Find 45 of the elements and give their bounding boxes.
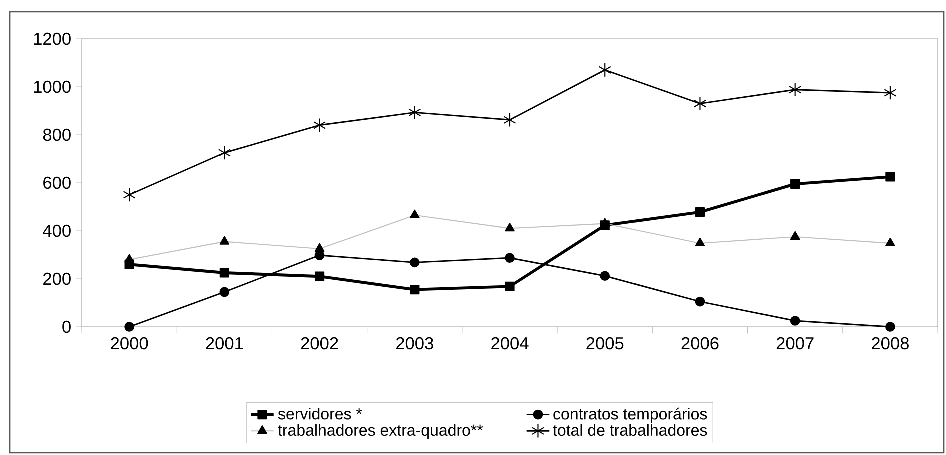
x-tick-label: 2006 xyxy=(682,337,719,350)
y-tick-label: 800 xyxy=(43,128,71,142)
legend-label: servidores * xyxy=(278,408,362,420)
point xyxy=(124,322,134,332)
point xyxy=(220,287,230,298)
point xyxy=(410,285,420,295)
point xyxy=(600,271,610,282)
point xyxy=(505,282,515,292)
y-tick-label: 200 xyxy=(44,272,71,286)
x-tick-label: 2000 xyxy=(111,337,148,350)
y-tick-label: 0 xyxy=(62,320,71,334)
point xyxy=(313,118,326,133)
point xyxy=(790,179,800,190)
legend-label: trabalhadores extra-quadro** xyxy=(278,424,484,440)
x-tick-label: 2003 xyxy=(396,337,434,350)
y-tick-label: 400 xyxy=(43,224,71,238)
x-tick-label: 2005 xyxy=(586,337,624,350)
y-tick-label: 600 xyxy=(44,176,71,190)
point xyxy=(886,322,896,332)
point xyxy=(505,253,515,264)
x-tick-label: 2007 xyxy=(776,337,814,350)
point xyxy=(695,207,706,218)
point xyxy=(220,268,230,278)
x-tick-label: 2004 xyxy=(492,337,529,350)
point xyxy=(694,96,707,112)
point xyxy=(314,272,325,282)
y-tick-label: 1000 xyxy=(34,80,71,94)
point xyxy=(408,105,422,120)
point xyxy=(410,258,420,268)
point xyxy=(886,172,896,182)
x-tick-label: 2008 xyxy=(872,337,909,350)
point xyxy=(789,82,802,98)
x-tick-label: 2001 xyxy=(206,337,244,350)
point xyxy=(695,296,706,307)
point xyxy=(598,63,612,78)
legend-label: contratos temporários xyxy=(554,408,708,423)
point xyxy=(790,316,800,326)
point xyxy=(504,112,516,128)
point xyxy=(884,86,897,100)
y-tick-label: 1200 xyxy=(34,32,71,46)
point xyxy=(314,250,325,260)
x-tick-label: 2002 xyxy=(301,337,338,350)
point xyxy=(123,188,136,202)
legend-label: total de trabalhadores xyxy=(553,424,708,436)
point xyxy=(218,146,231,160)
